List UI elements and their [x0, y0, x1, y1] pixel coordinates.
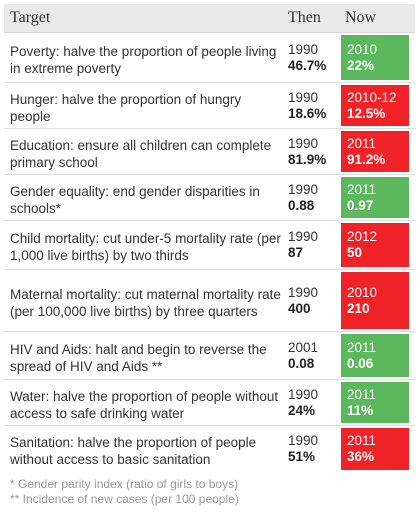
table-row: Water: halve the proportion of people wi…: [4, 380, 415, 426]
table-row: Sanitation: halve the proportion of peop…: [4, 426, 415, 472]
now-year: 2010: [347, 41, 378, 57]
now-year: 2011: [347, 181, 377, 197]
now-value: 36%: [347, 449, 375, 464]
now-value: 50: [347, 245, 363, 260]
row-then: 1990 18.6%: [286, 83, 341, 128]
table-header: Target Then Now: [4, 4, 415, 33]
row-then: 1990 24%: [286, 380, 341, 425]
now-year: 2010-12: [347, 89, 397, 105]
row-target: Child mortality: cut under-5 mortality r…: [10, 231, 281, 263]
then-value: 87: [288, 245, 304, 260]
then-value: 51%: [288, 449, 316, 464]
then-year: 1990: [288, 229, 319, 244]
then-value: 46.7%: [288, 57, 327, 73]
header-now: Now: [345, 9, 377, 26]
then-value: 24%: [288, 402, 316, 418]
then-year: 1990: [288, 181, 319, 197]
now-value: 91.2%: [347, 151, 386, 167]
row-then: 1990 51%: [286, 426, 341, 472]
now-value: 22%: [347, 57, 375, 73]
then-year: 1990: [288, 386, 319, 402]
row-target: Gender equality: end gender disparities …: [10, 183, 260, 216]
row-target: HIV and Aids: halt and begin to reverse …: [10, 341, 267, 374]
then-value: 400: [288, 300, 311, 316]
now-cell-good: 2011 0.97: [341, 177, 409, 218]
row-then: 1990 400: [286, 270, 341, 331]
footnotes: * Gender parity index (ratio of girls to…: [4, 472, 415, 507]
footnote-incidence: ** Incidence of new cases (per 100 peopl…: [10, 492, 239, 506]
now-value: 11%: [347, 402, 374, 418]
now-year: 2011: [347, 135, 377, 151]
row-target: Poverty: halve the proportion of people …: [10, 43, 277, 76]
now-cell-bad: 2011 36%: [341, 428, 409, 470]
row-then: 1990 46.7%: [286, 33, 341, 82]
then-year: 2001: [288, 339, 319, 355]
row-target: Hunger: halve the proportion of hungry p…: [10, 91, 242, 124]
now-value: 0.06: [347, 355, 374, 371]
header-target: Target: [10, 9, 51, 26]
then-year: 1990: [288, 89, 319, 105]
now-value: 12.5%: [347, 105, 386, 121]
now-cell-bad: 2010 210: [341, 272, 409, 329]
table-row: Hunger: halve the proportion of hungry p…: [4, 83, 415, 129]
now-year: 2011: [347, 339, 377, 355]
table-row: HIV and Aids: halt and begin to reverse …: [4, 332, 415, 380]
table-row: Education: ensure all children can compl…: [4, 129, 415, 175]
now-value: 0.97: [347, 197, 374, 213]
table-row: Maternal mortality: cut maternal mortali…: [4, 270, 415, 332]
then-year: 1990: [288, 284, 319, 300]
row-target: Sanitation: halve the proportion of peop…: [10, 435, 257, 467]
now-cell-bad: 2011 91.2%: [341, 131, 409, 172]
table-row: Gender equality: end gender disparities …: [4, 175, 415, 221]
then-year: 1990: [288, 135, 319, 151]
row-then: 1990 0.88: [286, 175, 341, 220]
now-cell-bad: 2012 50: [341, 223, 409, 267]
then-year: 1990: [288, 41, 319, 57]
then-value: 81.9%: [288, 151, 327, 167]
then-value: 0.08: [288, 355, 315, 371]
table-row: Poverty: halve the proportion of people …: [4, 33, 415, 83]
now-cell-good: 2011 11%: [341, 382, 409, 423]
now-value: 210: [347, 300, 370, 316]
row-then: 1990 87: [286, 221, 341, 269]
table-row: Child mortality: cut under-5 mortality r…: [4, 221, 415, 270]
now-cell-bad: 2010-12 12.5%: [341, 85, 409, 126]
now-year: 2011: [347, 433, 377, 448]
then-value: 18.6%: [288, 105, 327, 121]
row-then: 1990 81.9%: [286, 129, 341, 174]
row-target: Water: halve the proportion of people wi…: [10, 388, 279, 421]
now-year: 2011: [347, 386, 377, 402]
then-year: 1990: [288, 433, 319, 448]
footnote-gender-parity: * Gender parity index (ratio of girls to…: [10, 477, 239, 491]
row-target: Education: ensure all children can compl…: [10, 137, 272, 170]
row-then: 2001 0.08: [286, 332, 341, 379]
now-cell-good: 2010 22%: [341, 35, 409, 80]
now-cell-good: 2011 0.06: [341, 334, 409, 377]
row-target: Maternal mortality: cut maternal mortali…: [10, 286, 281, 319]
header-then: Then: [288, 9, 321, 26]
now-year: 2010: [347, 284, 378, 300]
then-value: 0.88: [288, 197, 315, 213]
mdg-progress-table: Target Then Now Poverty: halve the propo…: [4, 4, 415, 507]
now-year: 2012: [347, 229, 378, 244]
